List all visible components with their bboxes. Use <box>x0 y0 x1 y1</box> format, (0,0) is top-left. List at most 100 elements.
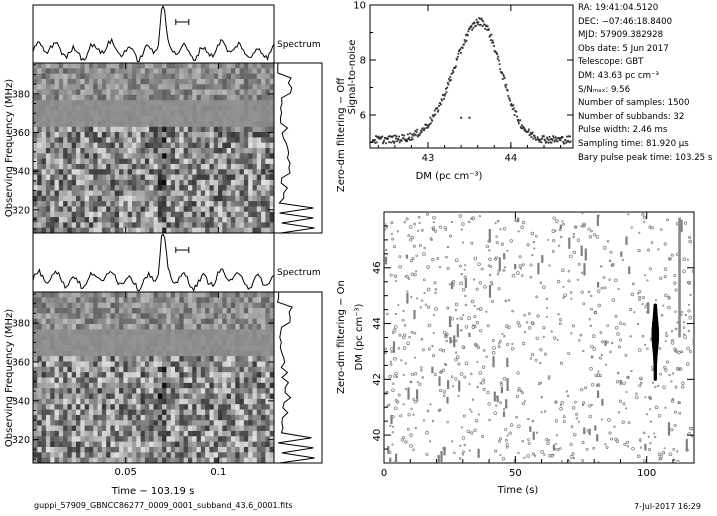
waterfall-pixel <box>256 308 262 314</box>
waterfall-pixel <box>226 334 232 341</box>
snr-point <box>449 76 452 78</box>
waterfall-pixel <box>71 153 77 160</box>
candidate-point <box>495 241 499 245</box>
waterfall-pixel <box>222 73 228 80</box>
waterfall-pixel <box>269 313 274 320</box>
waterfall-pixel <box>63 169 68 175</box>
waterfall-pixel <box>179 142 185 149</box>
waterfall-pixel <box>213 126 219 133</box>
waterfall-pixel <box>144 372 150 378</box>
candidate-point <box>587 290 591 294</box>
waterfall-pixel <box>131 121 137 128</box>
waterfall-pixel <box>37 63 42 69</box>
waterfall-pixel <box>209 452 215 459</box>
waterfall-pixel <box>140 398 146 405</box>
waterfall-pixel <box>235 206 240 213</box>
waterfall-pixel <box>230 100 236 106</box>
waterfall-pixel <box>149 132 154 138</box>
waterfall-pixel <box>243 190 249 197</box>
waterfall-pixel <box>54 126 60 133</box>
candidate-point <box>648 225 652 229</box>
candidate-point <box>499 339 502 343</box>
waterfall-pixel <box>110 201 116 207</box>
waterfall-pixel <box>144 356 150 362</box>
waterfall-pixel <box>209 179 215 186</box>
candidate-point <box>423 246 426 250</box>
waterfall-pixel <box>37 84 42 90</box>
waterfall-pixel <box>157 63 163 69</box>
candidate-streak <box>559 224 562 230</box>
waterfall-pixel <box>93 446 98 453</box>
waterfall-pixel <box>127 366 133 373</box>
waterfall-pixel <box>256 441 262 448</box>
waterfall-pixel <box>110 377 116 384</box>
waterfall-pixel <box>157 302 163 309</box>
waterfall-pixel <box>110 89 116 96</box>
waterfall-pixel <box>187 292 193 298</box>
waterfall-pixel <box>187 142 193 149</box>
waterfall-pixel <box>192 308 197 314</box>
snr-point <box>374 142 377 144</box>
waterfall-pixel <box>222 404 228 410</box>
waterfall-pixel <box>153 313 159 320</box>
waterfall-pixel <box>93 190 98 197</box>
waterfall-pixel <box>123 446 129 453</box>
waterfall-pixel <box>88 190 94 197</box>
candidate-point <box>613 425 616 428</box>
waterfall-pixel <box>269 302 274 309</box>
waterfall-pixel <box>205 414 210 421</box>
candidate-point <box>481 365 486 369</box>
candidate-point <box>668 258 671 261</box>
waterfall-pixel <box>119 388 124 394</box>
snr-point <box>418 133 421 136</box>
candidate-point <box>641 296 645 300</box>
waterfall-pixel <box>265 318 271 325</box>
waterfall-pixel <box>157 78 163 85</box>
waterfall-pixel <box>63 382 68 389</box>
snr-point <box>430 122 432 125</box>
waterfall-pixel <box>54 388 60 394</box>
snr-point <box>460 52 462 54</box>
candidate-streak <box>619 379 622 385</box>
waterfall-pixel <box>261 446 266 453</box>
candidate-point <box>676 351 678 354</box>
waterfall-pixel <box>243 404 249 410</box>
waterfall-pixel <box>93 105 98 112</box>
snr-point <box>536 136 539 139</box>
waterfall-pixel <box>166 404 172 410</box>
waterfall-pixel <box>157 382 163 389</box>
waterfall-pixel <box>187 329 193 336</box>
waterfall-pixel <box>71 409 77 416</box>
candidate-point <box>527 441 531 445</box>
waterfall-pixel <box>226 292 232 298</box>
candidate-streak <box>596 434 599 442</box>
waterfall-pixel <box>93 388 98 394</box>
waterfall-pixel <box>149 452 154 459</box>
waterfall-pixel <box>166 105 172 112</box>
waterfall-pixel <box>144 409 150 416</box>
candidate-point <box>590 383 595 387</box>
waterfall-pixel <box>110 137 116 144</box>
waterfall-pixel <box>67 179 73 186</box>
waterfall-pixel <box>248 179 253 186</box>
waterfall-pixel <box>196 163 202 170</box>
candidate-point <box>610 341 614 345</box>
waterfall-pixel <box>50 441 55 448</box>
waterfall-pixel <box>269 452 274 459</box>
waterfall-pixel <box>205 116 210 122</box>
candidate-point <box>578 339 581 342</box>
waterfall-pixel <box>131 63 137 69</box>
waterfall-pixel <box>200 121 206 128</box>
waterfall-pixel <box>37 100 42 106</box>
waterfall-pixel <box>93 94 98 101</box>
candidate-point <box>682 326 686 329</box>
waterfall-pixel <box>106 206 111 213</box>
candidate-point <box>490 280 494 285</box>
waterfall-pixel <box>235 452 240 459</box>
snr-ylabel: Signal-to-noise <box>347 40 358 115</box>
waterfall-pixel <box>50 158 55 165</box>
waterfall-pixel <box>58 121 64 128</box>
waterfall-pixel <box>183 345 189 352</box>
waterfall-pixel <box>71 68 77 75</box>
snr-plot-frame <box>369 4 574 149</box>
